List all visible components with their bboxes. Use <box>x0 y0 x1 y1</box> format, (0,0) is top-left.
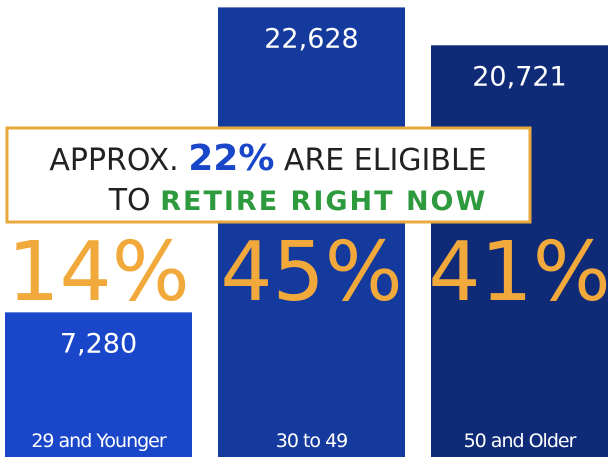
category-label: 50 and Older <box>464 430 577 452</box>
callout-text: TO <box>108 183 160 218</box>
bar <box>5 312 192 457</box>
share-label: 41% <box>428 225 610 320</box>
bar <box>431 45 608 457</box>
callout-text: ARE ELIGIBLE <box>274 143 486 178</box>
value-label: 20,721 <box>472 61 566 92</box>
bar <box>218 7 405 457</box>
share-label: 45% <box>220 225 402 320</box>
callout-highlight: RETIRE RIGHT NOW <box>160 186 487 217</box>
share-label: 14% <box>7 225 189 320</box>
callout-line-1: APPROX. 22% ARE ELIGIBLE <box>49 138 486 179</box>
value-label: 22,628 <box>264 23 358 54</box>
callout-box <box>5 126 532 224</box>
value-label: 7,280 <box>60 328 137 359</box>
category-label: 29 and Younger <box>31 430 167 452</box>
callout-highlight: 22% <box>188 138 274 179</box>
callout-text: APPROX. <box>49 143 188 178</box>
category-label: 30 to 49 <box>276 430 348 452</box>
callout-line-2: TO RETIRE RIGHT NOW <box>108 183 488 218</box>
